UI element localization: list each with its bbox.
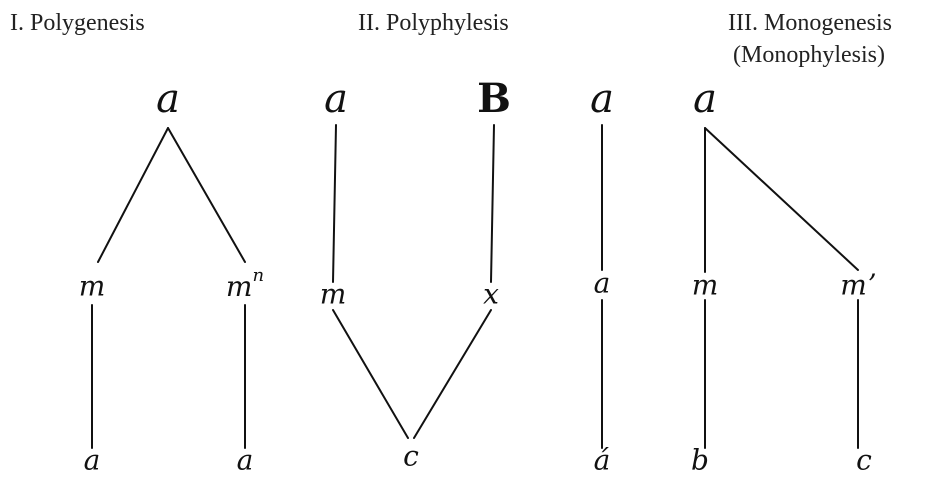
edge [332, 124, 337, 283]
node-m-n: mn [226, 265, 264, 303]
node-a-top: a [590, 76, 614, 122]
heading-monogenesis: III. Monogenesis [728, 10, 892, 36]
node-x: x [483, 278, 499, 311]
node-a-left: a [84, 444, 101, 477]
node-b: b [691, 444, 709, 477]
heading-polygenesis: I. Polygenesis [10, 10, 145, 36]
heading-monophylesis: (Monophylesis) [733, 42, 885, 68]
edge [490, 124, 495, 283]
polygenesis-tree: a m mn a a [79, 76, 264, 477]
node-m: m [79, 270, 106, 303]
edge [704, 127, 859, 271]
node-root-a: a [693, 76, 717, 122]
node-m-prime: mʼ [840, 269, 876, 302]
edge [167, 127, 246, 263]
node-m: m [320, 278, 347, 311]
monophylesis-tree: a m mʼ b c [691, 76, 876, 477]
node-a-prime: á [594, 444, 611, 477]
node-b: B [477, 75, 511, 122]
node-c: c [856, 444, 872, 477]
edge [332, 309, 409, 439]
polyphylesis-tree: a B m x c [320, 75, 511, 473]
node-a-right: a [237, 444, 254, 477]
node-c: c [403, 440, 419, 473]
node-root-a: a [156, 76, 180, 122]
node-a: a [324, 76, 348, 122]
edge [413, 309, 492, 439]
node-m: m [692, 269, 719, 302]
monogenesis-chain: a a á [590, 76, 614, 477]
edge [97, 127, 169, 263]
node-a-mid: a [594, 267, 611, 300]
heading-polyphylesis: II. Polyphylesis [358, 10, 509, 36]
